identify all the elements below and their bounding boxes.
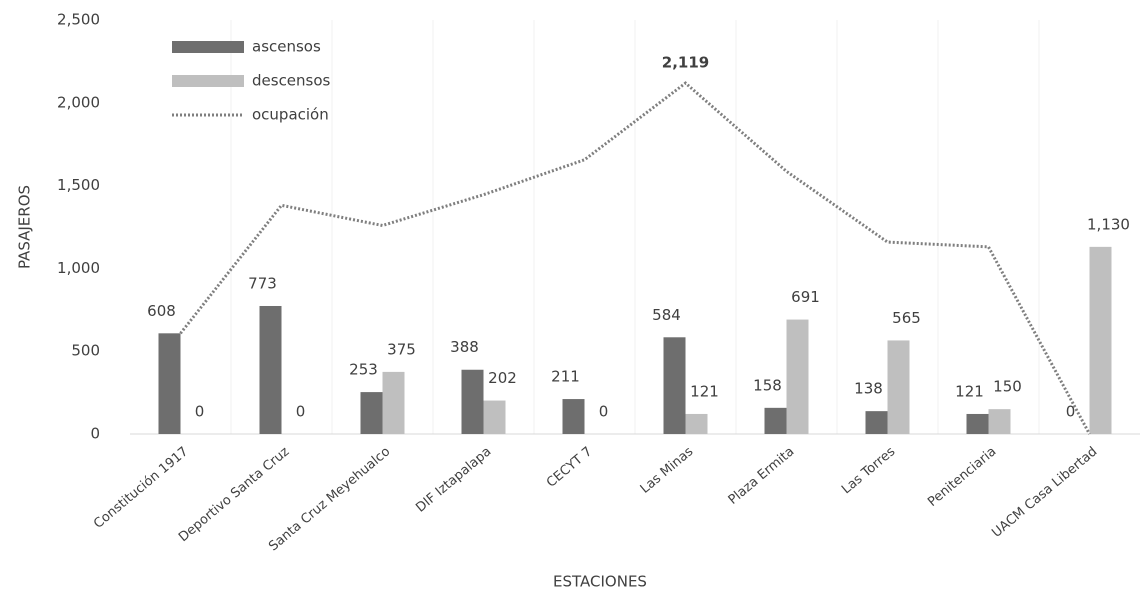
bar	[562, 399, 585, 434]
legend-label: ascensos	[252, 38, 321, 56]
data-label: 388	[450, 338, 479, 356]
data-label: 691	[791, 288, 820, 306]
bar	[887, 340, 910, 434]
y-tick-label: 1,500	[57, 176, 100, 194]
data-label: 253	[349, 361, 378, 379]
legend-label: ocupación	[252, 106, 329, 124]
x-tick-label: Plaza Ermita	[726, 444, 798, 508]
bar	[259, 305, 282, 434]
y-axis-label: PASAJEROS	[16, 185, 34, 269]
data-label: 0	[1066, 403, 1076, 421]
data-label: 211	[551, 368, 580, 386]
data-label: 138	[854, 380, 883, 398]
bar	[988, 409, 1011, 434]
bar	[1089, 246, 1112, 434]
x-tick-label: Constitución 1917	[91, 444, 191, 532]
bar	[786, 319, 809, 434]
y-tick-label: 2,000	[57, 93, 100, 111]
legend-swatch	[172, 75, 244, 87]
data-label: 2,119	[662, 54, 709, 72]
legend-label: descensos	[252, 72, 331, 90]
data-label: 1,130	[1087, 215, 1130, 233]
bar	[663, 337, 686, 434]
bar	[764, 407, 787, 434]
x-tick-label: Penitenciaria	[925, 444, 999, 510]
data-label: 584	[652, 306, 681, 324]
bar	[158, 333, 181, 434]
data-label: 158	[753, 376, 782, 394]
y-tick-label: 2,500	[57, 11, 100, 29]
y-tick-label: 0	[90, 425, 100, 443]
data-label: 0	[195, 403, 205, 421]
data-label: 0	[599, 403, 609, 421]
x-tick-label: UACM Casa Libertad	[989, 444, 1100, 541]
data-label: 202	[488, 369, 517, 387]
x-tick-label: Las Torres	[839, 444, 898, 497]
bar	[483, 400, 506, 434]
data-label: 608	[147, 302, 176, 320]
x-tick-label: CECYT 7	[544, 444, 595, 490]
data-label: 0	[296, 403, 306, 421]
y-tick-label: 1,000	[57, 259, 100, 277]
bar	[382, 371, 405, 434]
x-tick-label: Deportivo Santa Cruz	[176, 444, 292, 545]
line	[179, 81, 1091, 435]
bar	[685, 413, 708, 434]
data-label: 121	[955, 382, 984, 400]
legend-swatch	[172, 41, 244, 53]
bar	[865, 411, 888, 434]
y-tick-label: 500	[71, 342, 100, 360]
x-tick-label: Las Minas	[638, 444, 697, 497]
bar	[360, 392, 383, 434]
data-label: 375	[387, 340, 416, 358]
x-tick-label: DIF Iztapalapa	[413, 444, 494, 515]
data-label: 773	[248, 274, 277, 292]
data-label: 565	[892, 309, 921, 327]
x-axis-label: ESTACIONES	[553, 573, 647, 591]
bar	[966, 413, 989, 434]
data-label: 121	[690, 382, 719, 400]
bar	[461, 369, 484, 434]
data-label: 150	[993, 378, 1022, 396]
